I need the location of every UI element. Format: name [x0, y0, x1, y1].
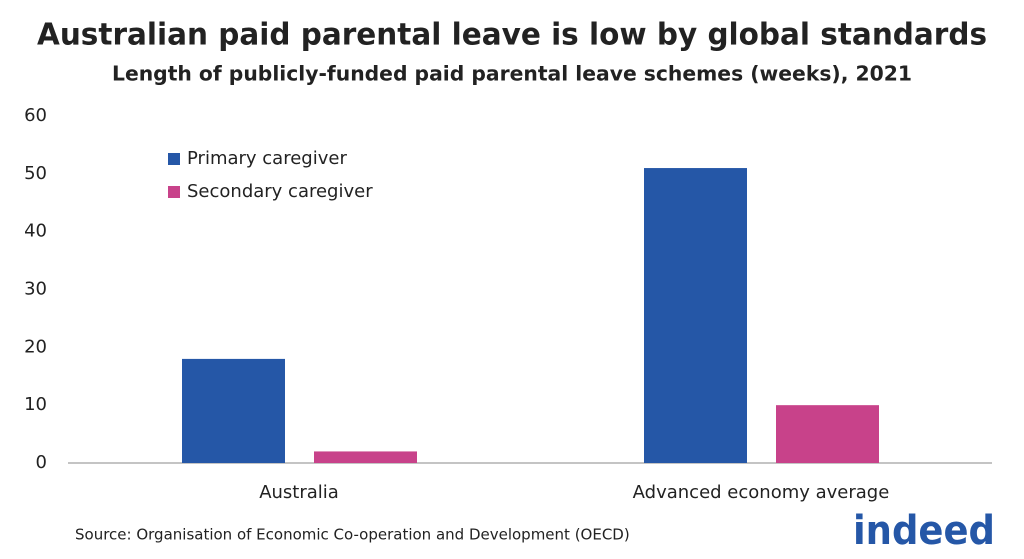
chart-subtitle: Length of publicly-funded paid parental …	[112, 62, 912, 86]
bar	[314, 451, 417, 463]
legend-label: Secondary caregiver	[187, 181, 373, 202]
bar	[644, 168, 747, 464]
chart-title: Australian paid parental leave is low by…	[37, 18, 987, 53]
y-tick-label: 40	[24, 221, 47, 242]
bar	[182, 358, 285, 463]
x-tick-label: Australia	[259, 482, 339, 503]
x-tick-label: Advanced economy average	[633, 482, 890, 503]
logo: indeed	[853, 508, 995, 554]
y-tick-label: 30	[24, 279, 47, 300]
legend-swatch	[168, 153, 180, 165]
legend-label: Primary caregiver	[187, 148, 347, 169]
bar	[776, 405, 879, 463]
y-tick-label: 0	[36, 452, 47, 473]
y-tick-label: 50	[24, 163, 47, 184]
y-tick-label: 10	[24, 394, 47, 415]
source-note: Source: Organisation of Economic Co-oper…	[75, 526, 630, 544]
y-tick-label: 60	[24, 105, 47, 126]
y-tick-label: 20	[24, 336, 47, 357]
legend-swatch	[168, 186, 180, 198]
